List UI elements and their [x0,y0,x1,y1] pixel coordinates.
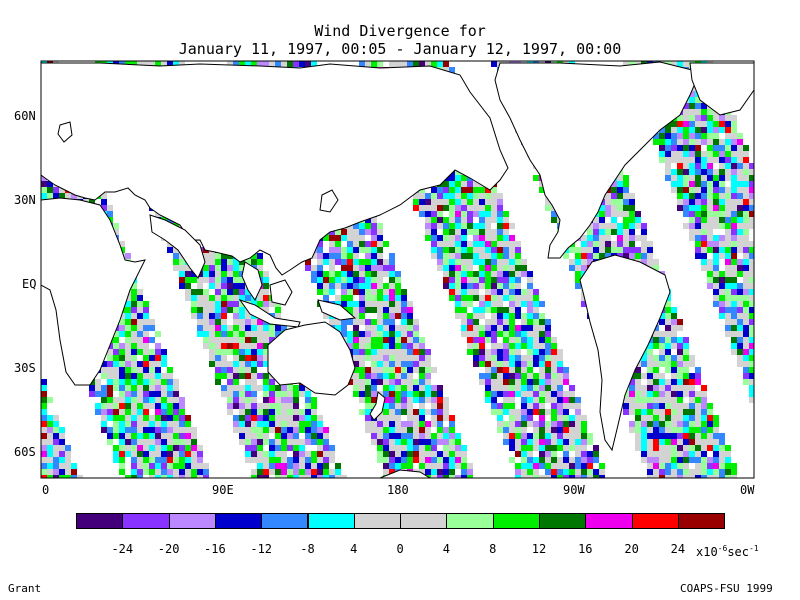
legend-swatch [261,513,309,529]
indonesia-landmass [238,299,301,328]
legend-swatch [631,513,679,529]
legend-tick-label: 12 [531,542,547,556]
footer-credit: COAPS-FSU 1999 [680,582,773,595]
north-america-landmass [494,61,701,259]
units-base: x10 [696,545,718,559]
legend-swatch [677,513,726,529]
antarctica-landmass [379,469,431,478]
lon-label-90e: 90E [212,483,234,497]
legend-swatch [585,513,633,529]
legend-tick-label: 16 [578,542,593,556]
map-subtitle: January 11, 1997, 00:05 - January 12, 19… [178,40,622,58]
lon-label-0: 0 [42,483,50,497]
legend-units: x10-6sec-1 [696,542,759,559]
legend-swatch [353,513,402,529]
lon-label-0w: 0W [740,483,755,497]
land-layer [41,61,754,478]
legend-swatch [214,513,263,529]
legend-swatch [307,513,355,529]
new-guinea-landmass [317,299,357,321]
map-frame [40,60,755,479]
legend-tick-label: -20 [157,542,180,556]
legend-tick-label: 24 [670,542,686,556]
lon-label-90w: 90W [563,483,585,497]
legend-swatch [400,513,448,529]
units-sec: sec [727,545,750,559]
south-america-landmass [579,254,671,452]
legend-tick-label: 4 [350,542,358,556]
lat-label-30n: 30N [14,193,36,207]
legend-swatch [168,513,216,529]
lat-label-60s: 60S [14,445,36,459]
eurasia-landmass [41,62,509,276]
legend-tick-label: 8 [489,542,497,556]
greenland-landmass [689,62,754,116]
lat-label-eq: EQ [22,277,37,291]
legend-swatch [446,513,494,529]
legend-tick-label: -12 [250,542,273,556]
legend-tick-label: -16 [204,542,226,556]
units-sec-exponent: -1 [749,544,759,553]
lat-label-60n: 60N [14,109,36,123]
lat-label-30s: 30S [14,361,36,375]
australia-landmass [267,321,356,396]
legend-tick-label: -8 [300,542,315,556]
units-exponent: -6 [717,544,728,553]
legend-swatch [76,513,124,529]
japan-landmass [319,189,339,213]
africa-landmass [41,197,146,386]
legend-tick-label: 20 [624,542,639,556]
borneo-landmass [269,279,293,306]
new-zealand-landmass [369,391,386,421]
legend-tick-label: 4 [442,542,450,556]
india-landmass [149,214,206,279]
map-title: Wind Divergence for [314,22,486,40]
legend-tick-label: -24 [111,542,134,556]
legend-swatch [122,513,170,529]
lon-label-180: 180 [387,483,409,497]
legend-tick-label: 0 [396,542,404,556]
legend-swatch [539,513,587,529]
legend-swatch [492,513,540,529]
southeast-asia-landmass [241,261,263,301]
uk-landmass [57,121,73,143]
footer-author: Grant [8,582,42,595]
